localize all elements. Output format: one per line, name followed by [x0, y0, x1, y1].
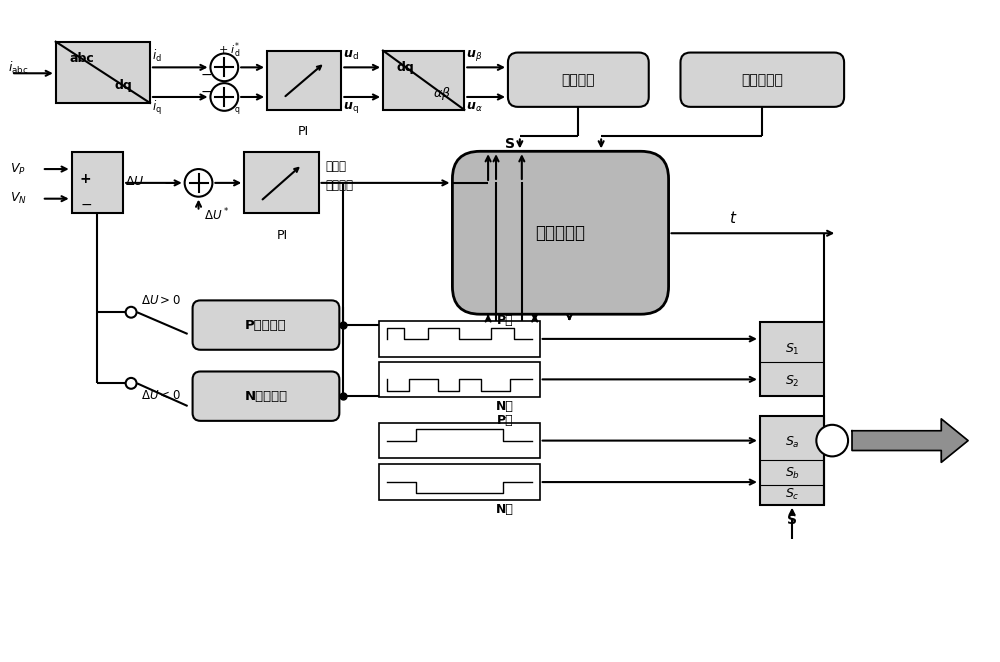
Text: S: S — [505, 138, 515, 152]
Text: $-$: $-$ — [80, 197, 92, 211]
Circle shape — [210, 83, 238, 111]
FancyBboxPatch shape — [680, 52, 844, 107]
Text: PI: PI — [276, 229, 287, 242]
Text: dq: dq — [115, 79, 132, 92]
Text: $V_P$: $V_P$ — [10, 162, 26, 177]
Text: S: S — [787, 512, 797, 526]
Text: $\mathit{i}_{\mathrm{q}}$: $\mathit{i}_{\mathrm{q}}$ — [152, 99, 162, 117]
Text: dq: dq — [397, 61, 415, 73]
Text: +: + — [826, 433, 839, 448]
Text: 占空比计算: 占空比计算 — [535, 224, 585, 242]
Text: P型小矢量: P型小矢量 — [245, 318, 287, 332]
FancyBboxPatch shape — [379, 361, 540, 397]
Text: $-$: $-$ — [200, 68, 213, 81]
Circle shape — [185, 169, 212, 197]
Text: N型: N型 — [496, 503, 514, 516]
Text: $t$: $t$ — [729, 211, 737, 226]
Text: $\Delta U>0$: $\Delta U>0$ — [141, 294, 181, 307]
Text: $S_b$: $S_b$ — [785, 465, 800, 481]
Text: $-$: $-$ — [163, 174, 176, 189]
Text: $+\ \mathit{i}_{\mathrm{d}}^{*}$: $+\ \mathit{i}_{\mathrm{d}}^{*}$ — [218, 41, 241, 60]
Text: $S_c$: $S_c$ — [785, 487, 799, 502]
Text: 低共模矢量: 低共模矢量 — [741, 73, 783, 87]
Circle shape — [816, 425, 848, 456]
Text: $\boldsymbol{u}_{\alpha}$: $\boldsymbol{u}_{\alpha}$ — [466, 101, 483, 115]
Text: $\boldsymbol{u}_{\beta}$: $\boldsymbol{u}_{\beta}$ — [466, 48, 483, 63]
FancyBboxPatch shape — [452, 152, 669, 314]
Circle shape — [126, 378, 137, 389]
Text: abc: abc — [70, 52, 94, 66]
FancyBboxPatch shape — [383, 50, 464, 110]
FancyBboxPatch shape — [379, 464, 540, 500]
Text: $\Delta U$: $\Delta U$ — [125, 175, 145, 189]
Text: $\Delta U^*$: $\Delta U^*$ — [204, 207, 230, 224]
Text: P型: P型 — [497, 414, 513, 428]
Text: 扇区判断: 扇区判断 — [562, 73, 595, 87]
Text: $S_1$: $S_1$ — [785, 342, 799, 357]
Text: $V_N$: $V_N$ — [10, 191, 27, 207]
Text: $\Delta U<0$: $\Delta U<0$ — [141, 389, 181, 402]
Text: 作用时间: 作用时间 — [325, 179, 353, 193]
Text: $-$: $-$ — [200, 84, 213, 98]
FancyBboxPatch shape — [267, 50, 341, 110]
Text: 小矢量: 小矢量 — [325, 160, 346, 173]
Text: P型: P型 — [497, 314, 513, 326]
FancyBboxPatch shape — [193, 301, 339, 350]
Text: $\boldsymbol{u}_{\mathrm{d}}$: $\boldsymbol{u}_{\mathrm{d}}$ — [343, 49, 359, 62]
FancyBboxPatch shape — [379, 321, 540, 357]
Text: +: + — [80, 172, 91, 186]
Text: PI: PI — [298, 124, 309, 138]
Polygon shape — [852, 419, 968, 462]
Circle shape — [126, 307, 137, 318]
Text: N型小矢量: N型小矢量 — [244, 390, 288, 402]
FancyBboxPatch shape — [193, 371, 339, 421]
FancyBboxPatch shape — [56, 42, 150, 103]
Text: $\alpha\beta$: $\alpha\beta$ — [433, 85, 450, 102]
FancyBboxPatch shape — [760, 322, 824, 396]
FancyBboxPatch shape — [72, 152, 123, 214]
Text: N型: N型 — [496, 400, 514, 412]
FancyBboxPatch shape — [508, 52, 649, 107]
Circle shape — [210, 54, 238, 81]
Text: $\mathit{i}_{\mathrm{abc}}$: $\mathit{i}_{\mathrm{abc}}$ — [8, 60, 29, 76]
Text: $S_2$: $S_2$ — [785, 374, 799, 389]
Text: $\boldsymbol{u}_{\mathrm{q}}$: $\boldsymbol{u}_{\mathrm{q}}$ — [343, 101, 359, 115]
Text: $S_a$: $S_a$ — [785, 435, 799, 450]
Text: PWM: PWM — [857, 434, 896, 448]
Text: $+\ \mathit{i}_{\mathrm{q}}^{*}$: $+\ \mathit{i}_{\mathrm{q}}^{*}$ — [218, 97, 241, 119]
Text: $\mathit{i}_{\mathrm{d}}$: $\mathit{i}_{\mathrm{d}}$ — [152, 48, 162, 64]
FancyBboxPatch shape — [760, 416, 824, 505]
FancyBboxPatch shape — [244, 152, 319, 214]
FancyBboxPatch shape — [379, 423, 540, 458]
